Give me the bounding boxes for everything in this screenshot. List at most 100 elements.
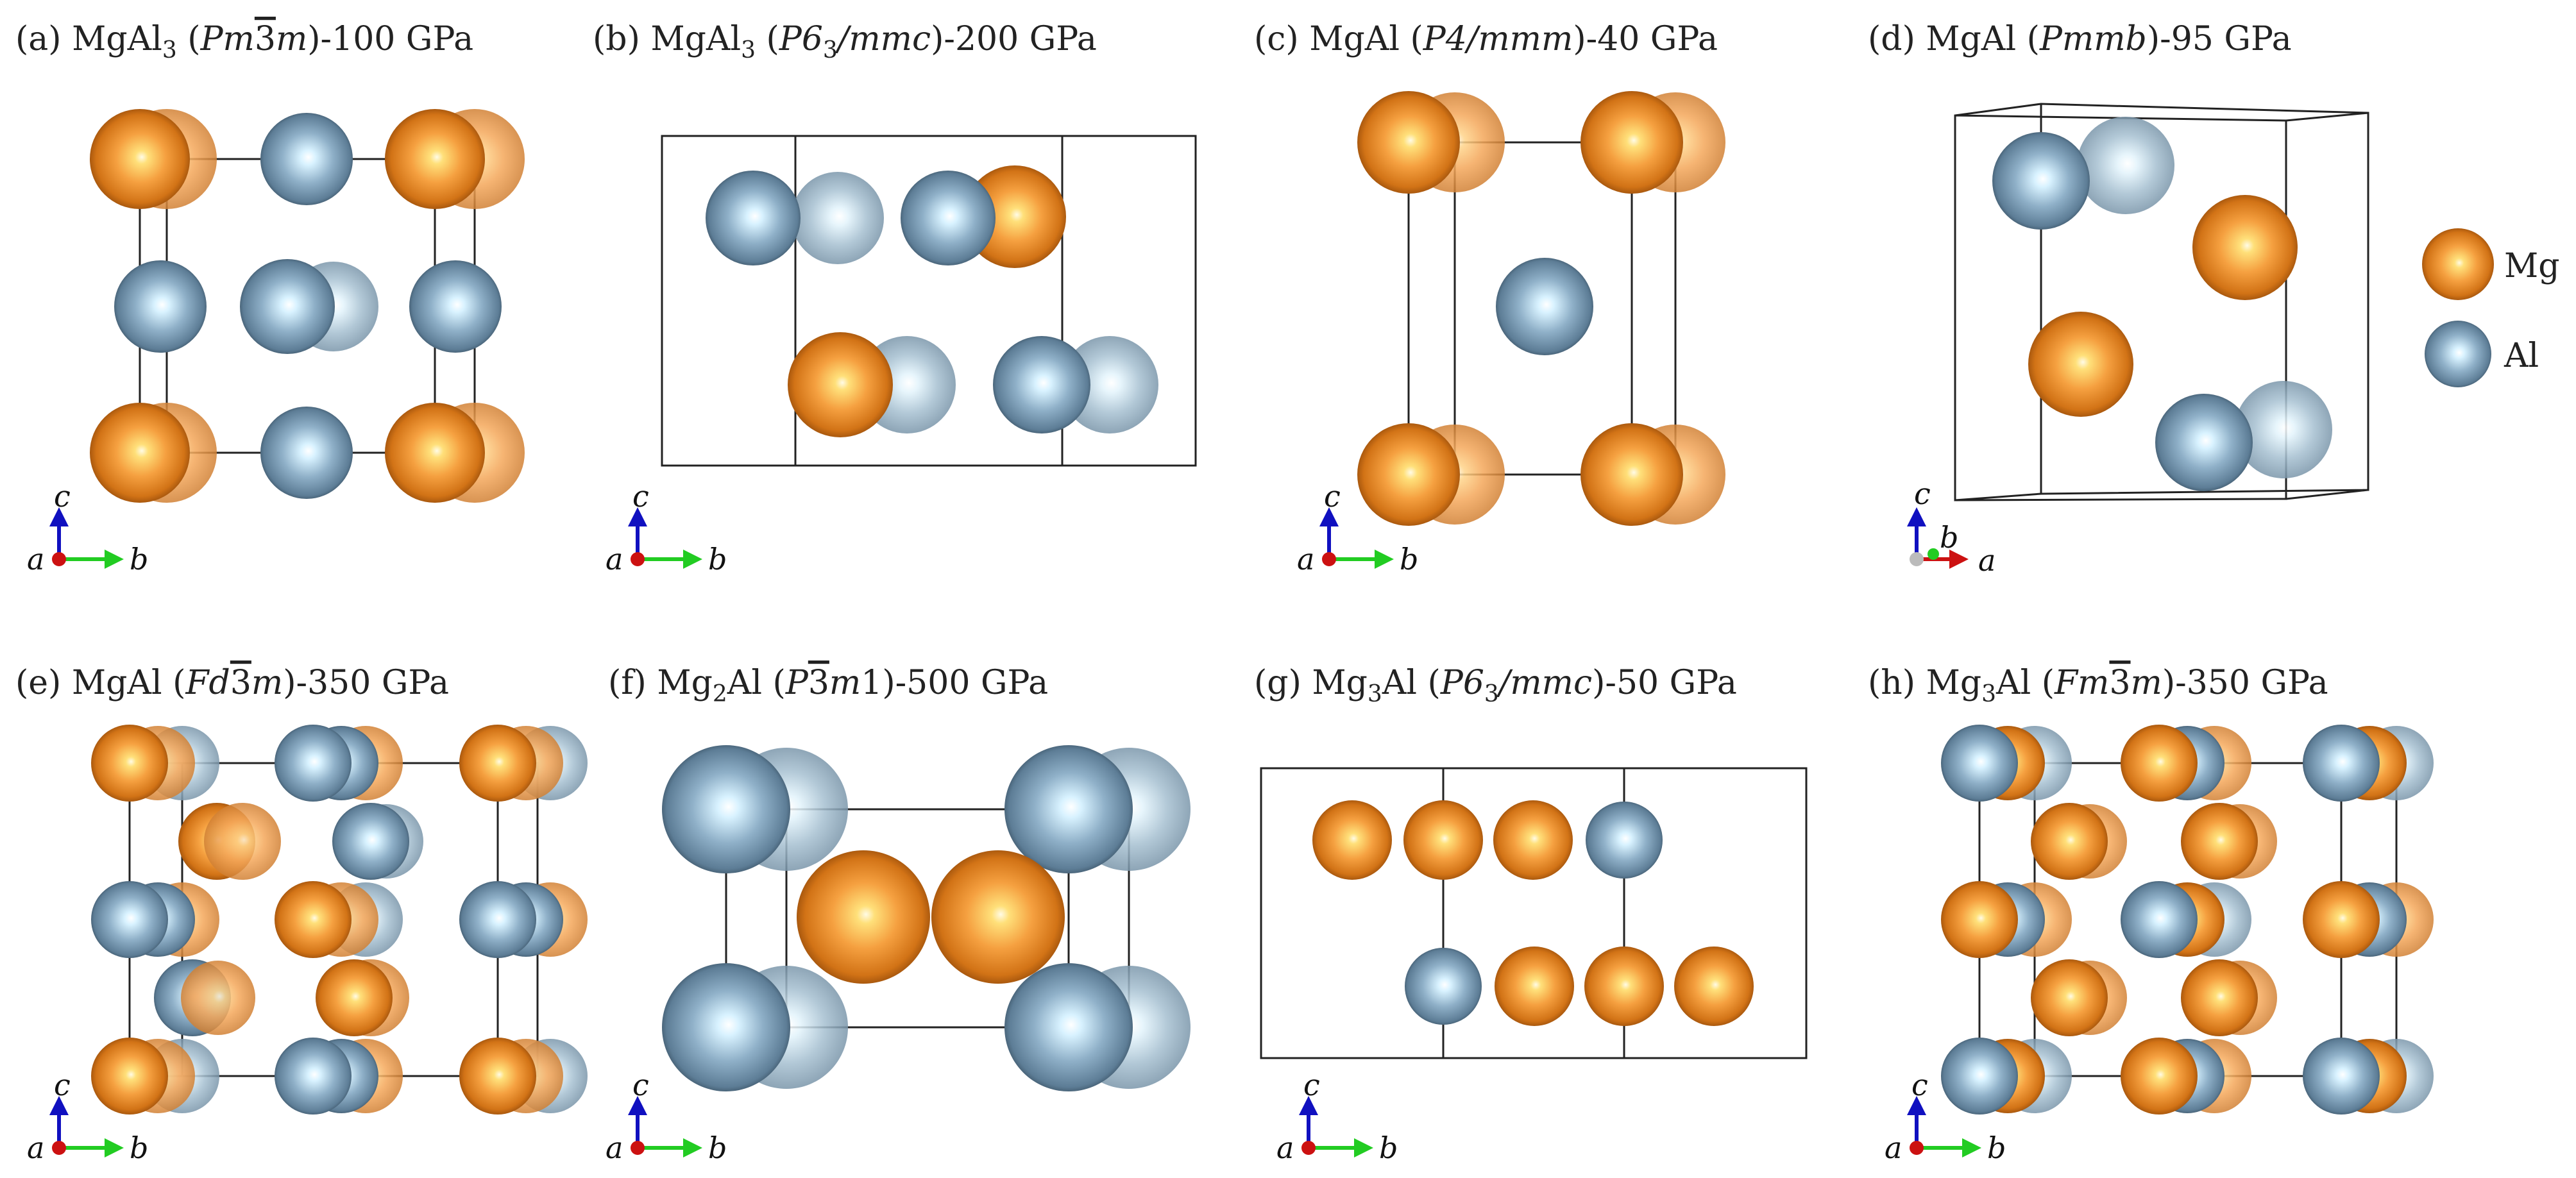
mg-atom [2121, 725, 2198, 802]
axis-label-a: a [606, 542, 623, 576]
axis-triad-a: ca b [27, 479, 148, 576]
al-atom [91, 881, 168, 958]
mg-atom [90, 403, 190, 503]
al-atom [332, 803, 409, 880]
cell-edge [785, 808, 1130, 1029]
mg-atom [459, 725, 536, 802]
al-atom [1496, 258, 1593, 355]
legend-mg-label: Mg [2504, 247, 2560, 285]
axis-label-b: b [708, 1131, 727, 1165]
mg-atom [204, 803, 281, 880]
mg-atom [90, 109, 190, 209]
b-axis-dot [1928, 548, 1939, 560]
al-atom [901, 171, 996, 265]
al-atom [2303, 725, 2380, 802]
al-atom [662, 745, 790, 873]
al-atom [409, 260, 502, 353]
mg-atom [316, 959, 393, 1036]
mg-atom [2031, 803, 2108, 880]
axis-label-a: a [1885, 1131, 1902, 1165]
al-atom [2235, 381, 2332, 478]
cell-edge [1954, 103, 2369, 501]
mg-atom [788, 332, 893, 437]
mg-atom [1357, 91, 1460, 194]
mg-atom [1580, 91, 1683, 194]
atoms [90, 91, 2434, 1115]
al-atom [459, 881, 536, 958]
axis-label-b: b [1400, 542, 1418, 576]
axis-triad-e: ca b [27, 1068, 148, 1165]
mg-atom [2181, 803, 2258, 880]
axis-label-c: c [1911, 1068, 1928, 1102]
bar-3: 3 [2109, 664, 2130, 702]
axis-label-c: c [1303, 1068, 1320, 1102]
panel-title-a: (a) MgAl3 (Pm3m)-100 GPa [15, 20, 473, 63]
axis-label-b: b [1379, 1131, 1398, 1165]
axis-label-c: c [1324, 479, 1341, 514]
al-atom [1405, 948, 1482, 1025]
mg-atom [2028, 312, 2133, 417]
panel-titles: (a) MgAl3 (Pm3m)-100 GPa (b) MgAl3 (P63/m… [15, 20, 2328, 707]
mg-atom [1403, 800, 1483, 880]
al-atom [275, 1038, 352, 1115]
mg-atom [1584, 947, 1664, 1026]
legend: Mg Al [2422, 228, 2560, 387]
mg-atom [2303, 881, 2380, 958]
axis-triad-c: ca b [1297, 479, 1418, 576]
mg-atom [1941, 881, 2018, 958]
mg-atom [1312, 800, 1392, 880]
al-atom [1941, 725, 2018, 802]
a-axis-dot [1322, 552, 1336, 566]
al-atom [1061, 336, 1158, 433]
mg-atom [275, 881, 352, 958]
mg-atom [797, 850, 930, 984]
axis-label-a: a [27, 542, 44, 576]
mg-atom [1495, 947, 1574, 1026]
a-axis-dot [631, 1141, 645, 1155]
panel-title-h: (h) Mg3Al (Fm3m)-350 GPa [1868, 664, 2328, 707]
legend-item-al: Al [2425, 321, 2539, 387]
al-atom [993, 336, 1090, 433]
a-axis-dot [52, 1141, 66, 1155]
legend-item-mg: Mg [2422, 228, 2560, 300]
al-atom [706, 171, 801, 265]
al-atom [275, 725, 352, 802]
al-atom [1004, 963, 1133, 1091]
bar-3: 3 [808, 664, 829, 702]
origin-dot [1910, 552, 1924, 566]
panel-title-e: (e) MgAl (Fd3m)-350 GPa [15, 664, 449, 702]
axis-label-c: c [54, 1068, 71, 1102]
al-atom [2077, 117, 2174, 214]
mg-atom [91, 725, 168, 802]
al-atom [260, 407, 353, 499]
axis-label-a: a [1276, 1131, 1294, 1165]
mg-atom [385, 403, 485, 503]
al-atom [792, 172, 884, 264]
mg-atom [1493, 800, 1573, 880]
al-atom [1992, 132, 2090, 230]
mg-atom [2121, 1038, 2198, 1115]
axis-label-a: a [27, 1131, 44, 1165]
al-atom [2303, 1038, 2380, 1115]
panel-title-f: (f) Mg2Al (P3m1)-500 GPa [608, 664, 1048, 707]
mg-atom [459, 1038, 536, 1115]
axis-triad-f: ca b [606, 1068, 727, 1165]
axis-label-b: b [1940, 520, 1958, 555]
al-atom [260, 113, 353, 205]
mg-atom [2192, 195, 2298, 300]
mg-atom [1674, 947, 1754, 1026]
bar-3: 3 [230, 664, 251, 702]
panel-title-c: (c) MgAl (P4/mmm)-40 GPa [1254, 20, 1718, 58]
a-axis-dot [52, 552, 66, 566]
cell-edge [661, 135, 1197, 467]
mg-atom [963, 165, 1066, 268]
axis-label-b: b [708, 542, 727, 576]
axis-label-c: c [632, 479, 649, 514]
panel-title-g: (g) Mg3Al (P63/mmc)-50 GPa [1254, 664, 1737, 707]
mg-atom [385, 109, 485, 209]
al-atom [1586, 802, 1663, 879]
al-atom [2155, 394, 2253, 491]
axis-label-c: c [1914, 476, 1931, 511]
